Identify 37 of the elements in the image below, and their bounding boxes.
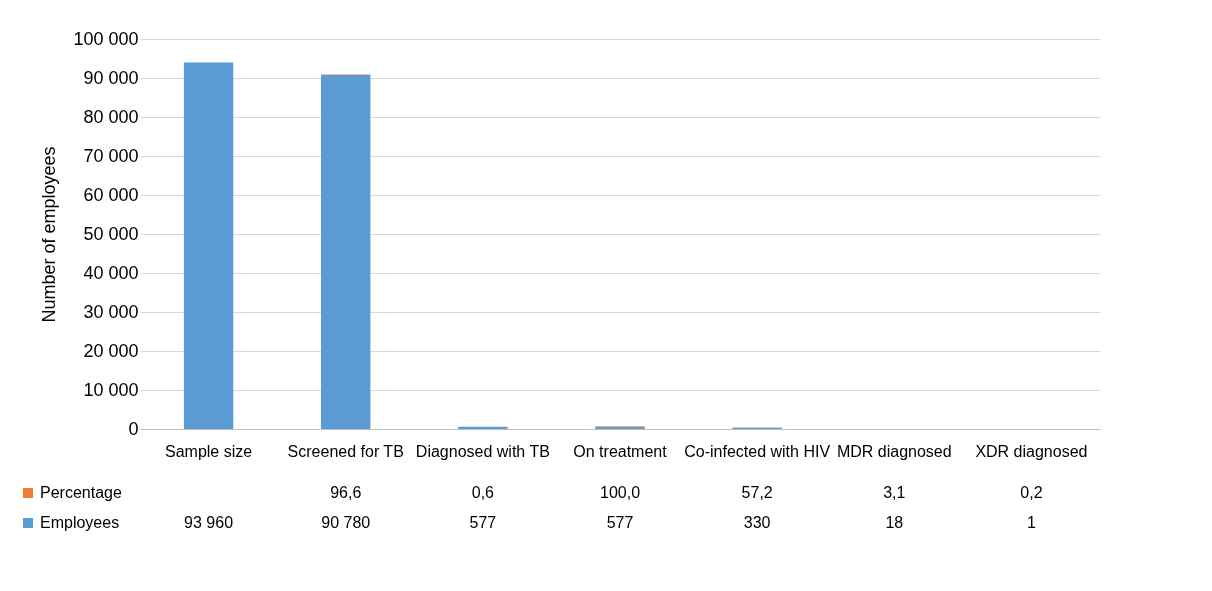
y-tick-label: 70 000: [83, 145, 139, 166]
data-label: 577: [469, 514, 497, 531]
data-label: 93 960: [184, 514, 234, 531]
data-label: 1: [1026, 514, 1036, 531]
y-tick-label: 30 000: [83, 301, 139, 322]
x-tick-label: Diagnosed with TB: [415, 442, 550, 460]
x-tick-label: Co-infected with HIV: [684, 442, 831, 460]
data-label: 57,2: [741, 484, 773, 501]
y-tick-label: 40 000: [83, 262, 139, 283]
x-tick-label: On treatment: [573, 442, 668, 460]
data-label: 577: [606, 514, 634, 531]
y-tick-label: 80 000: [83, 106, 139, 127]
y-tick-label: 50 000: [83, 223, 139, 244]
bar: [183, 62, 234, 429]
bar: [321, 74, 371, 429]
data-label: 100,0: [599, 484, 641, 501]
data-label: 96,6: [330, 484, 362, 501]
data-label: 0,2: [1020, 484, 1043, 501]
y-tick-label: 10 000: [83, 379, 139, 400]
y-tick-label: 100 000: [73, 28, 139, 49]
y-tick-label: 60 000: [83, 184, 139, 205]
data-label: 90 780: [321, 514, 371, 531]
x-tick-label: Screened for TB: [287, 442, 404, 460]
data-label: 0,6: [471, 484, 495, 501]
y-tick-label: 20 000: [83, 340, 139, 361]
legend-label: Percentage: [40, 484, 122, 501]
y-axis-title: Number of employees: [39, 146, 60, 323]
data-label: 3,1: [883, 484, 906, 501]
x-tick-label: Sample size: [164, 442, 253, 460]
data-label: 330: [743, 514, 771, 531]
legend-label: Employees: [40, 514, 120, 531]
x-tick-label: XDR diagnosed: [975, 442, 1088, 460]
y-tick-label: 0: [128, 418, 139, 439]
y-tick-label: 90 000: [83, 67, 139, 88]
x-tick-label: MDR diagnosed: [836, 442, 952, 460]
data-label: 18: [885, 514, 904, 531]
bar: [458, 426, 508, 429]
